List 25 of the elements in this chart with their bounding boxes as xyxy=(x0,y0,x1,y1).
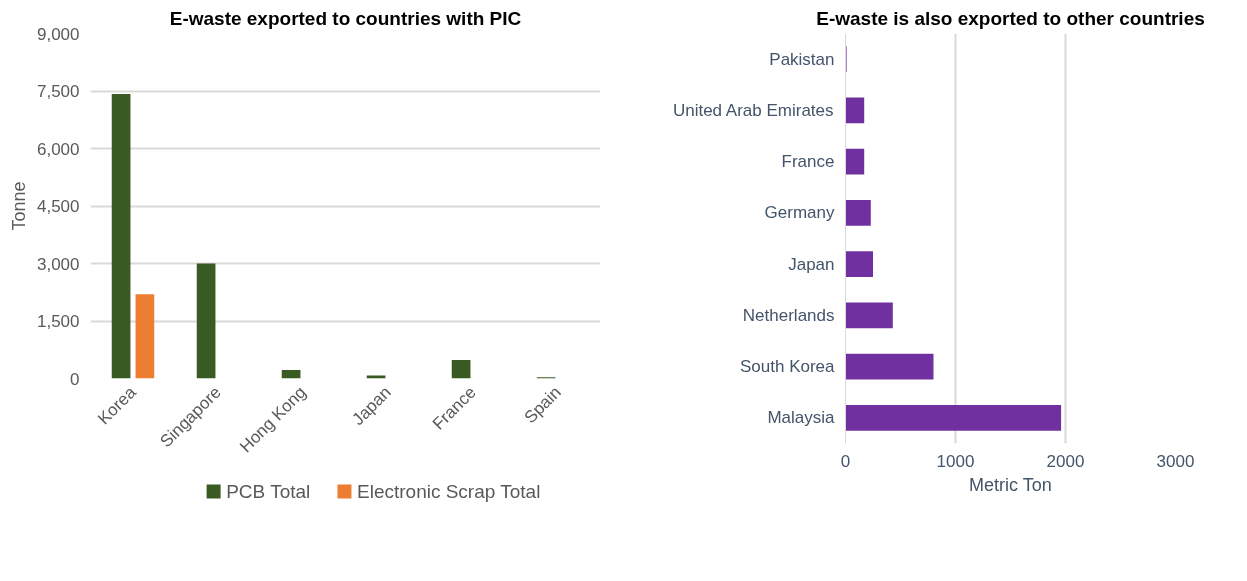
y-tick-label: Netherlands xyxy=(742,305,835,325)
y-tick-label: Japan xyxy=(788,254,835,274)
legend-label: Electronic Scrap Total xyxy=(357,481,541,502)
y-tick-label: Germany xyxy=(764,203,835,223)
x-tick-label: 0 xyxy=(840,451,851,471)
x-tick-label: 3000 xyxy=(1156,451,1195,471)
x-tick-label: 1000 xyxy=(936,451,975,471)
y-tick-label: Pakistan xyxy=(769,49,835,69)
y-tick-label: 7,500 xyxy=(36,82,80,101)
y-tick-label: South Korea xyxy=(739,357,836,377)
y-tick-label: 0 xyxy=(70,369,80,389)
y-tick-label: 1,500 xyxy=(36,312,80,331)
x-tick-label: 2000 xyxy=(1046,451,1085,471)
y-tick-label: 6,000 xyxy=(36,139,80,159)
y-tick-label: United Arab Emirates xyxy=(672,100,834,120)
legend-label: PCB Total xyxy=(226,481,311,502)
y-tick-label: 9,000 xyxy=(36,24,80,44)
y-axis-title: Tonne xyxy=(8,181,29,231)
chart-title: E-waste exported to countries with PIC xyxy=(169,7,522,29)
chart-title: E-waste is also exported to other countries xyxy=(816,7,1205,29)
x-axis-title: Metric Ton xyxy=(968,474,1052,495)
y-tick-label: 4,500 xyxy=(36,197,80,216)
y-tick-label: Malaysia xyxy=(767,408,836,428)
y-tick-label: France xyxy=(781,152,835,172)
y-tick-label: 3,000 xyxy=(36,254,80,274)
